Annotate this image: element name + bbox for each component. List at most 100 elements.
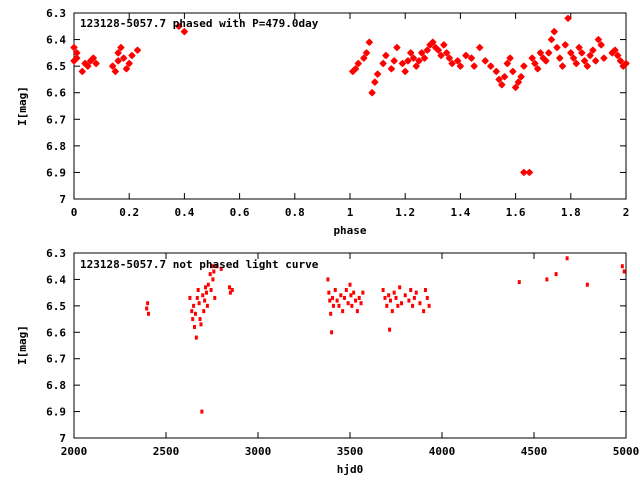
data-point (420, 54, 429, 62)
data-point (517, 73, 525, 81)
y-tick-label: 6.6 (46, 326, 66, 339)
data-point (409, 288, 413, 292)
y-tick-label: 6.9 (46, 406, 66, 419)
data-point (133, 46, 142, 54)
data-point (429, 38, 437, 46)
phased-plot-frame (73, 12, 627, 200)
data-point (495, 75, 503, 84)
data-point (533, 65, 542, 73)
data-point (349, 293, 353, 298)
unphased-plot-title: 123128-5057.7 not phased light curve (80, 258, 319, 271)
data-point (613, 51, 622, 60)
data-point (208, 272, 212, 277)
data-point (197, 301, 201, 306)
data-point (520, 62, 528, 70)
data-point (412, 295, 416, 300)
data-point (409, 54, 418, 62)
data-point (201, 293, 205, 298)
data-point (620, 264, 624, 269)
data-point (498, 81, 506, 89)
x-tick-label: 3000 (245, 445, 272, 458)
y-tick-label: 6.4 (46, 34, 66, 47)
data-point (434, 46, 443, 54)
data-point (328, 298, 332, 303)
data-point (390, 57, 398, 65)
data-point (390, 309, 394, 314)
data-point (351, 65, 360, 73)
y-tick-label: 6.8 (46, 379, 66, 392)
data-point (572, 59, 581, 68)
data-point (331, 303, 335, 308)
data-point (122, 65, 131, 73)
data-point (393, 43, 401, 52)
x-tick-label: 2 (623, 206, 630, 219)
data-point (196, 288, 200, 292)
data-point (344, 288, 348, 292)
data-point (73, 49, 81, 57)
data-point (194, 335, 198, 340)
data-point (326, 277, 330, 282)
data-point (565, 256, 569, 261)
data-point (213, 295, 217, 300)
x-tick-label: 0 (71, 206, 78, 219)
data-point (337, 303, 341, 308)
data-point (492, 67, 501, 76)
data-point (611, 46, 619, 54)
data-point (383, 295, 387, 300)
phased-plot: 0 0.2 0.4 0.6 0.8 1 1.2 1.4 1.6 1.8 2 6.3 6.4 6.5 6.6 6… (16, 7, 630, 237)
data-point (379, 59, 387, 68)
data-point (525, 168, 534, 177)
data-point (440, 41, 448, 49)
data-point (412, 62, 420, 70)
data-point (580, 57, 589, 65)
data-point (355, 309, 359, 314)
data-point (591, 57, 600, 65)
data-point (368, 88, 376, 97)
data-point (506, 54, 514, 62)
data-point (585, 282, 589, 287)
y-tick-label: 6.7 (46, 353, 66, 366)
data-point (567, 49, 575, 57)
data-point (594, 35, 603, 44)
data-point (427, 303, 431, 308)
data-point (531, 59, 539, 68)
data-point (511, 83, 520, 92)
data-point (198, 317, 202, 322)
y-tick-label: 6.7 (46, 113, 66, 126)
data-point (415, 57, 423, 65)
data-point (622, 269, 626, 274)
data-point (352, 290, 356, 295)
data-point (212, 269, 216, 274)
data-point (556, 54, 564, 62)
data-point (70, 43, 78, 52)
data-point (414, 290, 418, 295)
x-tick-label: 0.8 (285, 206, 305, 219)
data-point (188, 295, 192, 300)
data-point (350, 303, 354, 308)
data-point (108, 62, 117, 70)
data-point (422, 309, 426, 314)
data-point (388, 298, 392, 303)
data-point (89, 54, 98, 62)
data-point (195, 295, 199, 300)
data-point (547, 35, 556, 44)
data-point (202, 309, 206, 314)
data-point (119, 54, 128, 62)
y-tick-label: 7 (59, 193, 66, 206)
data-point (387, 293, 391, 298)
data-point (114, 57, 122, 65)
x-tick-label: 1.6 (506, 206, 526, 219)
data-point (230, 288, 234, 292)
phased-plot-xlabel: phase (333, 224, 366, 237)
data-point (392, 290, 396, 295)
data-point (200, 409, 204, 414)
x-tick-label: 0.6 (230, 206, 250, 219)
data-point (564, 14, 572, 23)
data-point (361, 290, 365, 295)
data-point (147, 311, 151, 316)
data-point (211, 277, 215, 282)
y-tick-label: 6.6 (46, 87, 66, 100)
data-point (418, 49, 426, 57)
data-point (385, 303, 389, 308)
phased-plot-points (70, 14, 630, 177)
